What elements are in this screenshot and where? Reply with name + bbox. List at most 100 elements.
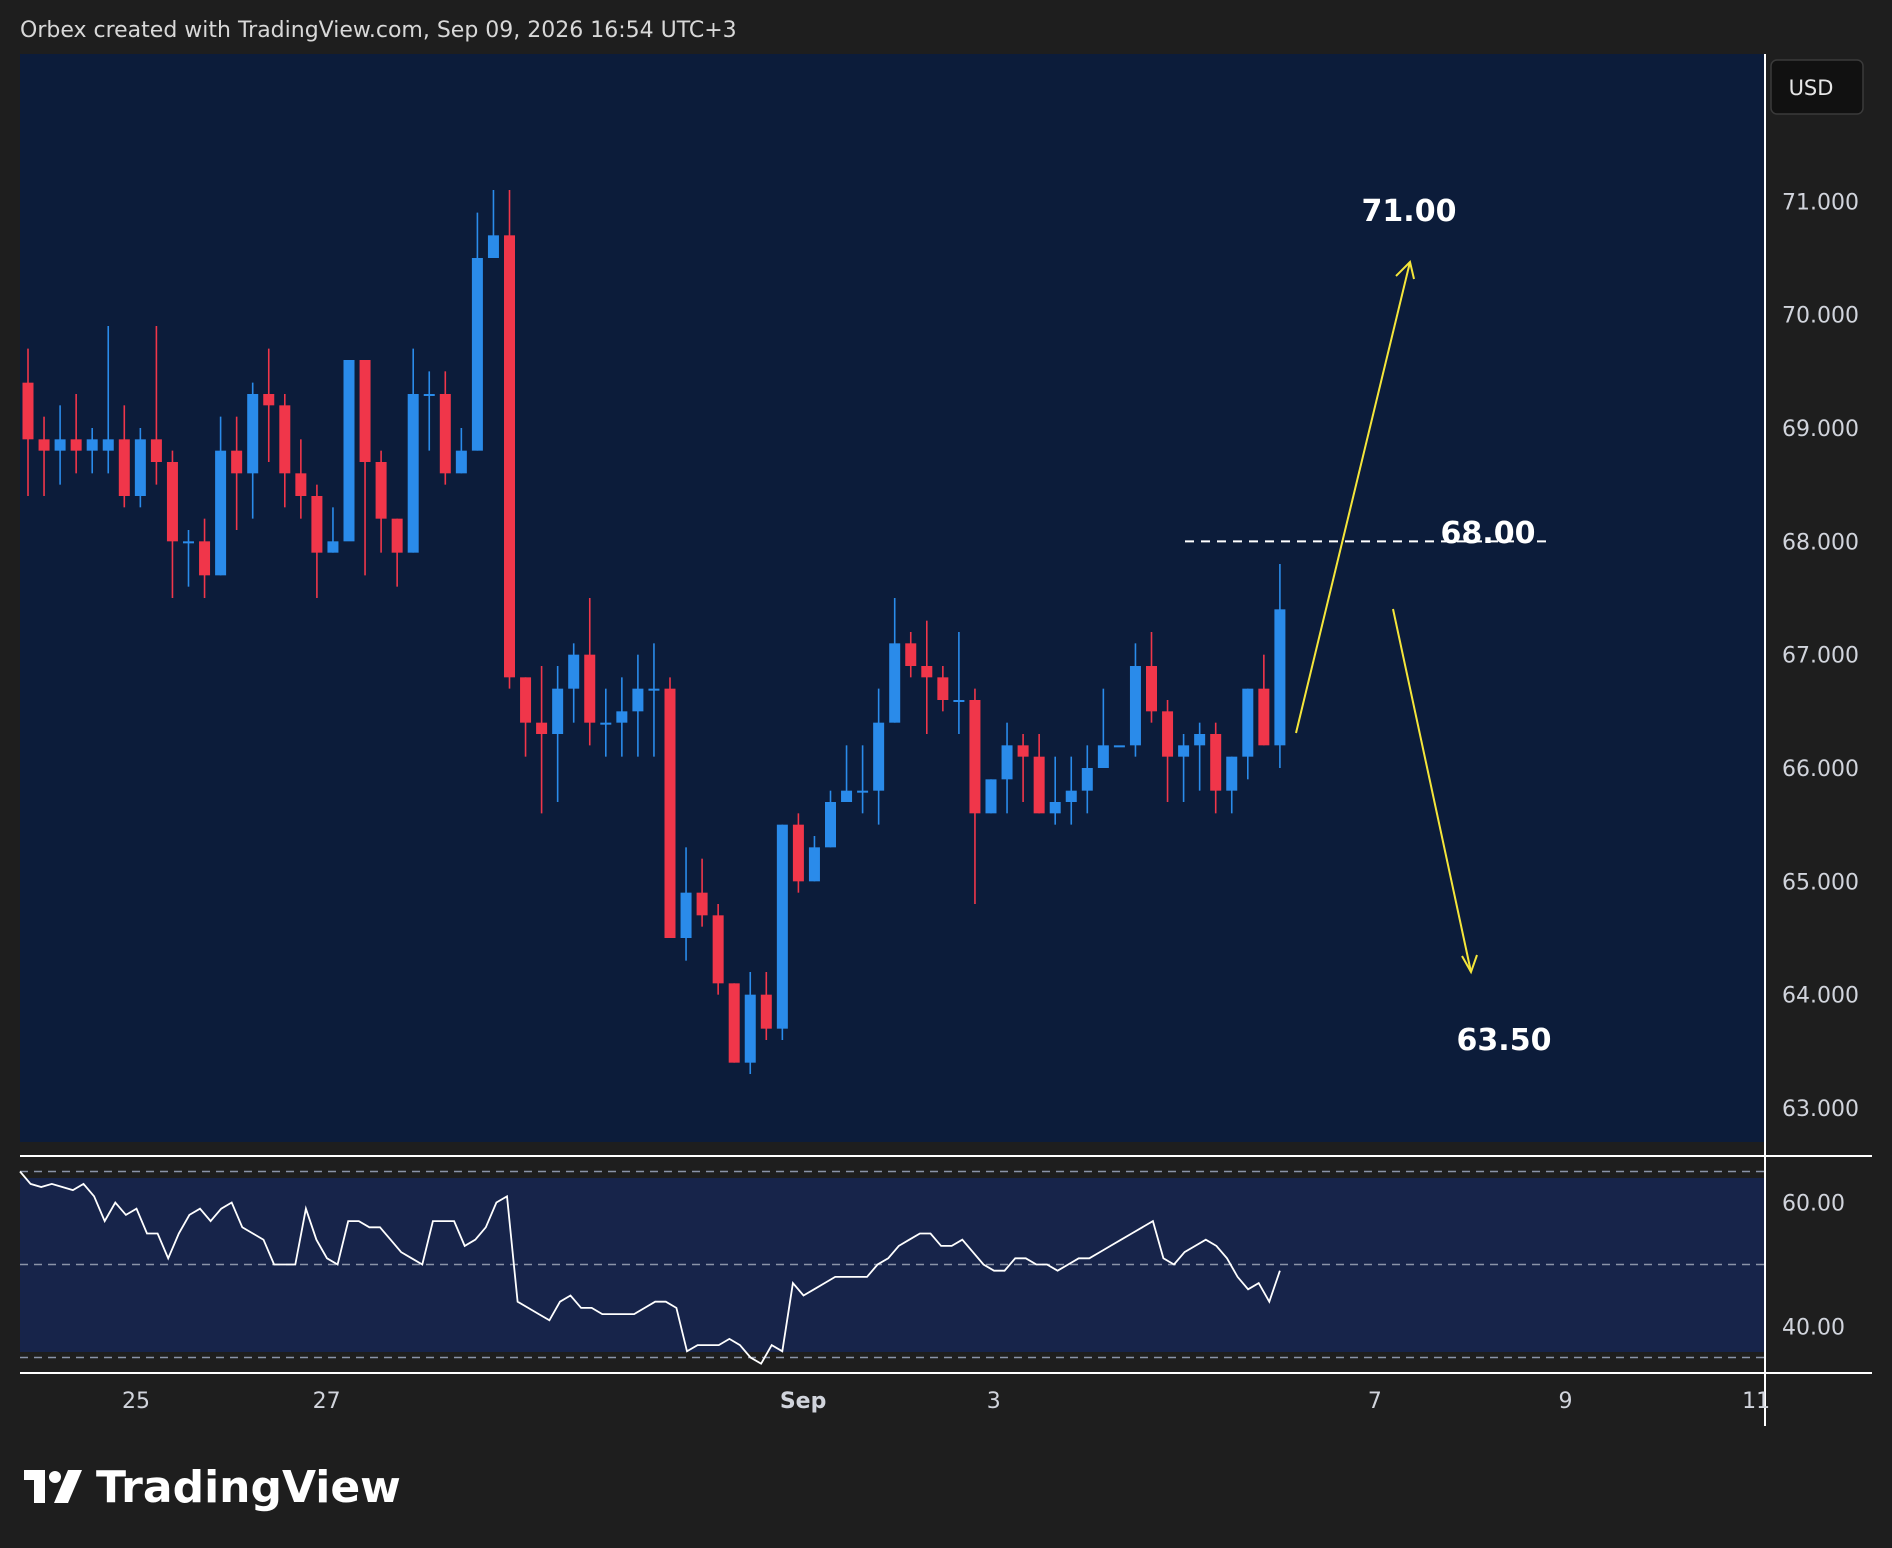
- candle: [327, 507, 339, 553]
- target-down-label: 63.50: [1457, 1023, 1552, 1058]
- candle: [921, 620, 933, 734]
- candle: [407, 348, 419, 553]
- candle: [471, 212, 483, 451]
- candle: [937, 666, 949, 712]
- candle: [664, 677, 676, 938]
- time-tick-label: 27: [313, 1389, 341, 1414]
- candle: [343, 360, 355, 542]
- candle: [1258, 654, 1270, 746]
- candle: [439, 371, 451, 485]
- candle: [70, 394, 82, 474]
- currency-label: USD: [1789, 76, 1834, 100]
- candle: [776, 824, 788, 1040]
- candle: [696, 858, 708, 927]
- candle: [584, 598, 596, 746]
- time-tick-label: 3: [987, 1389, 1001, 1414]
- tradingview-logo-icon: [24, 1470, 82, 1503]
- candle: [536, 666, 548, 814]
- candle: [680, 847, 692, 961]
- candle: [1178, 734, 1190, 802]
- candle: [568, 643, 580, 723]
- candle: [792, 813, 804, 893]
- oscillator-layer: [19, 1170, 1764, 1365]
- time-tick-label: 25: [122, 1389, 150, 1414]
- candle: [889, 598, 901, 723]
- candle: [22, 348, 34, 496]
- price-axis[interactable]: 71.000 70.000 69.000 68.000 67.000 66.000 65.0…: [1782, 190, 1859, 1122]
- candle: [953, 632, 965, 734]
- price-tick-label: 67.000: [1782, 644, 1859, 669]
- candle: [38, 416, 50, 496]
- candle: [760, 972, 772, 1040]
- candle: [1162, 700, 1174, 802]
- candle: [841, 745, 853, 802]
- candle: [1065, 756, 1077, 825]
- price-candles: [22, 190, 1286, 1074]
- candle: [1113, 745, 1125, 748]
- candle: [102, 326, 114, 474]
- candle: [455, 428, 467, 474]
- candle: [1033, 734, 1045, 814]
- price-tick-label: 64.000: [1782, 984, 1859, 1009]
- candle: [423, 371, 435, 451]
- candle: [520, 677, 532, 757]
- price-tick-label: 70.000: [1782, 304, 1859, 329]
- price-tick-label: 65.000: [1782, 870, 1859, 895]
- candle: [825, 790, 836, 848]
- candle: [969, 688, 981, 904]
- candle: [263, 348, 275, 462]
- price-tick-label: 63.000: [1782, 1097, 1859, 1122]
- candle: [905, 632, 917, 678]
- time-tick-label: 11: [1742, 1389, 1770, 1414]
- candle: [118, 405, 130, 508]
- candle: [873, 688, 885, 825]
- candle: [279, 394, 291, 508]
- candle: [728, 983, 740, 1063]
- candle: [1146, 632, 1157, 723]
- price-panel-background: [20, 54, 1764, 1142]
- candle: [359, 360, 371, 576]
- price-tick-label: 69.000: [1782, 417, 1859, 442]
- candle: [1129, 643, 1141, 757]
- candle: [231, 416, 243, 530]
- candle: [247, 382, 259, 519]
- candle: [487, 190, 499, 258]
- candle: [744, 972, 756, 1074]
- candle: [616, 677, 628, 757]
- currency-button[interactable]: USD: [1770, 59, 1864, 115]
- price-tick-label: 68.000: [1782, 530, 1859, 555]
- time-tick-label: Sep: [780, 1389, 827, 1414]
- level-label: 68.00: [1441, 516, 1536, 551]
- target-up-label: 71.00: [1362, 194, 1457, 229]
- candle: [54, 405, 66, 485]
- bearish-arrow: [1392, 608, 1478, 975]
- candle: [1081, 745, 1093, 814]
- time-tick-label: 7: [1368, 1389, 1382, 1414]
- candle: [600, 688, 612, 757]
- oscillator-tick-label: 60.00: [1782, 1192, 1845, 1217]
- candle: [215, 416, 227, 576]
- candle: [504, 190, 515, 689]
- tradingview-logo[interactable]: TradingView: [24, 1462, 401, 1513]
- candle: [295, 439, 307, 519]
- candle: [1210, 722, 1222, 814]
- tradingview-wordmark: TradingView: [96, 1462, 401, 1513]
- candle: [1242, 688, 1254, 780]
- candle: [86, 428, 98, 474]
- header-caption: Orbex created with TradingView.com, Sep …: [20, 18, 737, 43]
- candle: [632, 654, 644, 757]
- time-axis[interactable]: 2527Sep379111517: [122, 1389, 1892, 1414]
- candle: [857, 745, 869, 814]
- candle: [552, 666, 564, 802]
- candle: [391, 518, 403, 587]
- oscillator-line: [19, 1170, 1281, 1365]
- candle: [1194, 722, 1206, 791]
- candle: [375, 450, 387, 553]
- candle: [648, 643, 660, 757]
- candle: [166, 450, 178, 598]
- candle: [1017, 734, 1029, 802]
- candle: [1226, 756, 1238, 814]
- candle: [1001, 722, 1013, 814]
- oscillator-axis[interactable]: 60.00 40.00: [1782, 1192, 1845, 1341]
- price-tick-label: 66.000: [1782, 757, 1859, 782]
